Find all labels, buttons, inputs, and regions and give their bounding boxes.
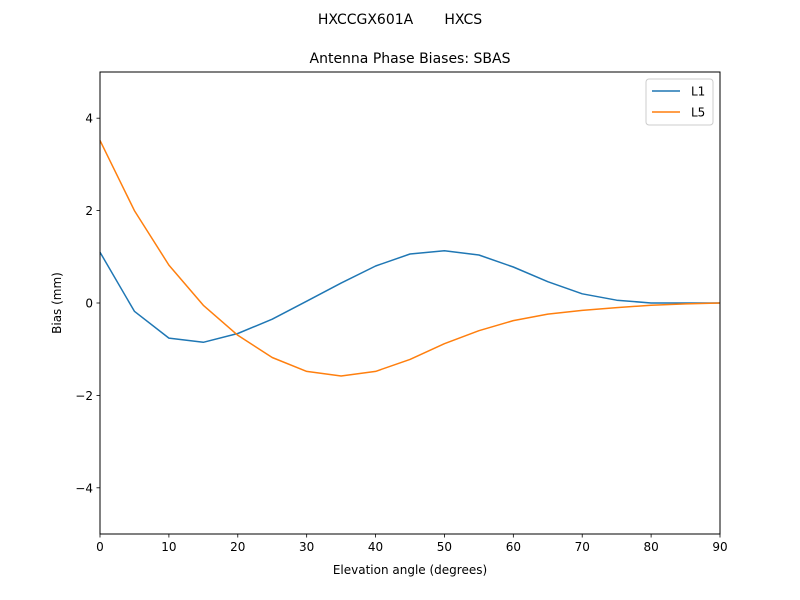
y-tick-label: 4 [85, 112, 93, 126]
figure-suptitle: HXCCGX601A HXCS [318, 12, 482, 28]
x-tick-label: 30 [299, 540, 314, 554]
series-line-l5 [99, 140, 721, 377]
x-tick-label: 70 [575, 540, 590, 554]
x-tick-label: 40 [368, 540, 383, 554]
series-line-l1 [99, 250, 720, 344]
y-tick-label: 0 [85, 297, 93, 311]
y-tick-label: −4 [75, 481, 93, 495]
x-tick-label: 60 [506, 540, 521, 554]
plot-background [100, 72, 720, 534]
x-tick-label: 20 [230, 540, 245, 554]
y-axis-label: Bias (mm) [50, 272, 64, 334]
x-tick-label: 0 [96, 540, 104, 554]
y-axis-ticks: −4 −2 0 2 4 [75, 112, 100, 495]
x-tick-label: 10 [161, 540, 176, 554]
x-tick-label: 50 [437, 540, 452, 554]
legend-label-l1: L1 [691, 85, 705, 99]
chart-title: Antenna Phase Biases: SBAS [310, 51, 511, 67]
legend: L1 L5 [645, 78, 714, 126]
data-lines [99, 140, 721, 377]
x-tick-label: 80 [643, 540, 658, 554]
x-tick-label: 90 [712, 540, 727, 554]
plot-area [99, 71, 721, 535]
legend-label-l5: L5 [691, 106, 705, 120]
y-tick-label: 2 [85, 204, 93, 218]
x-axis-label: Elevation angle (degrees) [333, 563, 487, 577]
x-axis-ticks: 0 10 20 30 40 50 60 70 80 90 [96, 534, 728, 554]
y-tick-label: −2 [75, 389, 93, 403]
